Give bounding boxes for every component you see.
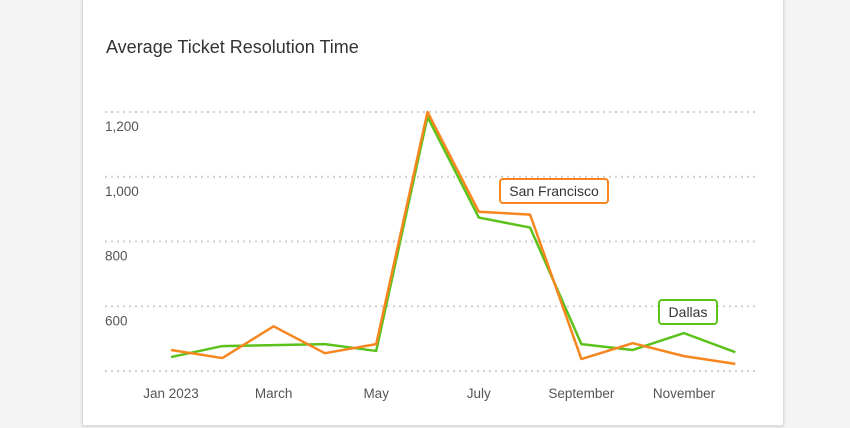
chart-card: Average Ticket Resolution Time 600 800 1,0… [82,0,784,426]
x-tick-label: September [548,386,615,401]
y-tick-label: 1,000 [105,184,139,199]
x-tick-label: July [467,386,491,401]
series-line-dallas [170,115,736,359]
x-tick-label: November [653,386,716,401]
y-tick-label: 800 [105,249,128,264]
series-label-box [658,299,718,325]
series-label-box [499,178,609,204]
x-tick-label: May [363,386,389,401]
series-label: San Francisco [509,183,599,199]
series-line-san-francisco [170,110,736,366]
line-chart: 600 800 1,000 1,200 Jan 2023 March May July Sept… [105,110,759,401]
y-tick-label: 600 [105,313,128,328]
x-tick-label: Jan 2023 [143,386,199,401]
x-tick-label: March [255,386,293,401]
y-tick-label: 1,200 [105,119,139,134]
chart-title: Average Ticket Resolution Time [106,37,359,57]
series-label: Dallas [669,304,708,320]
